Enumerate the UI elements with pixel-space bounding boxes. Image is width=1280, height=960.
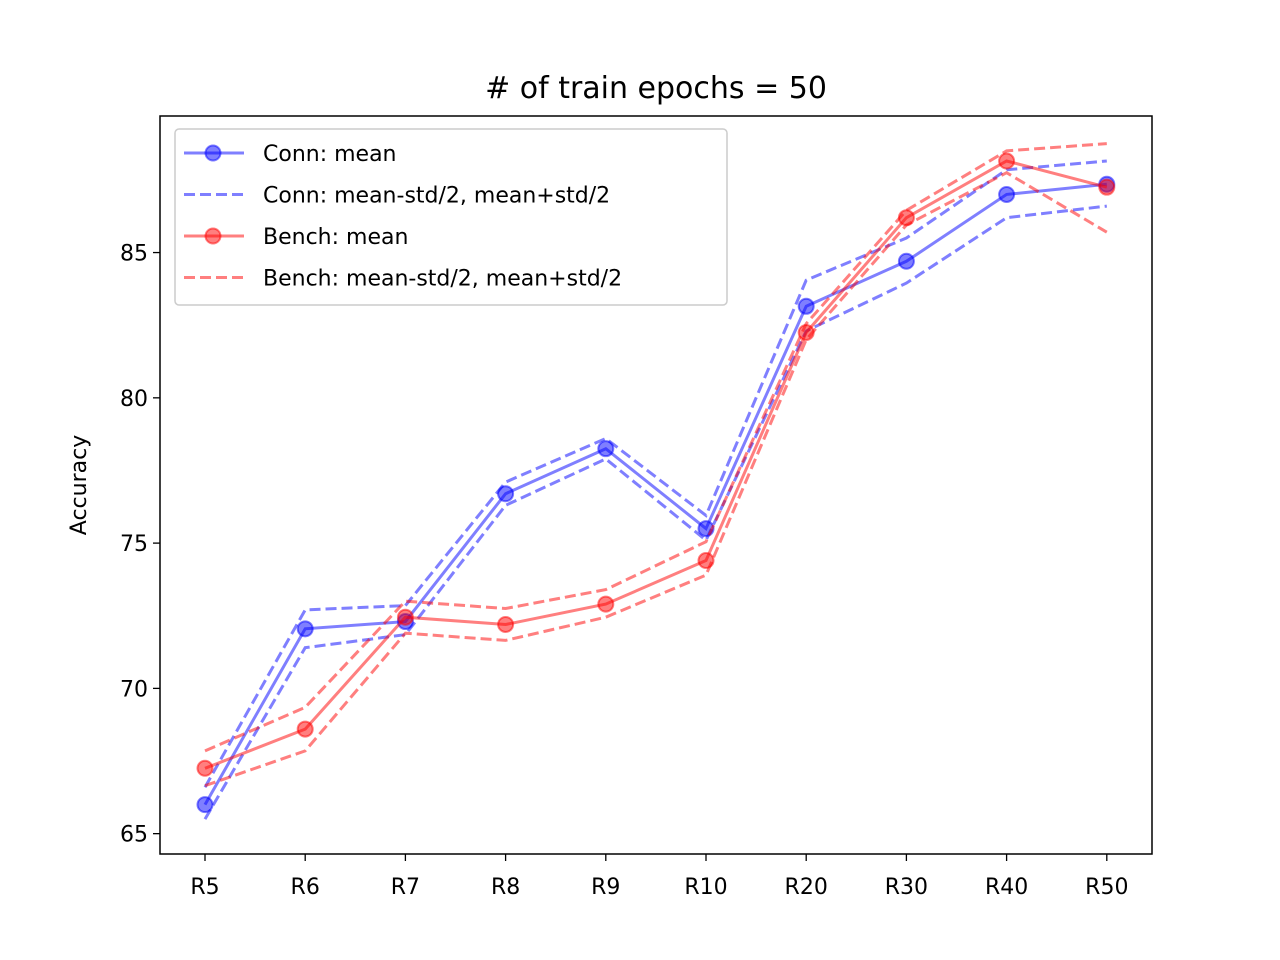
legend-entry-label: Bench: mean-std/2, mean+std/2 (263, 267, 622, 292)
bench-mean-point (597, 595, 615, 613)
legend-box (174, 128, 728, 306)
bench-mean-point (998, 152, 1016, 170)
conn-mean-point (296, 620, 314, 638)
bench-legend-marker-swatch (204, 227, 222, 245)
conn-legend-marker-swatch (204, 144, 222, 162)
bench-mean-point (497, 615, 515, 633)
x-tick-label: R30 (885, 875, 928, 900)
bench-upper-band-line (204, 142, 1107, 753)
legend-entry-label: Bench: mean (263, 225, 408, 250)
conn-mean-point (897, 252, 915, 270)
chart-title: # of train epochs = 50 (485, 71, 827, 106)
legend-entry-label: Conn: mean-std/2, mean+std/2 (263, 184, 610, 209)
conn-mean-point (597, 440, 615, 458)
bench-mean-point (396, 608, 414, 626)
x-tick-label: R20 (785, 875, 828, 900)
legend-entry-label: Conn: mean (263, 142, 397, 167)
plot-area (196, 142, 1116, 820)
x-tick-label: R40 (985, 875, 1028, 900)
x-tick-label: R10 (684, 875, 727, 900)
y-tick-label: 80 (120, 387, 148, 412)
y-tick-label: 85 (120, 242, 148, 267)
bench-mean-point (296, 720, 314, 738)
bench-mean-point (1098, 178, 1116, 196)
conn-upper-band-line (203, 159, 1107, 788)
y-tick-label: 65 (120, 823, 148, 848)
conn-mean-point (797, 297, 815, 315)
conn-lower-band-line (203, 204, 1107, 820)
y-axis-label: Accuracy (67, 435, 92, 535)
axis-ticks: R5 R6 R7 R8 R9 R10 R20 R30 R40 R50 65 70 75 80 85 (120, 242, 1128, 900)
bench-mean-line (204, 159, 1108, 770)
x-tick-label: R9 (591, 875, 620, 900)
legend: Conn: mean Conn: mean-std/2, mean+std/2 Be… (174, 128, 728, 306)
y-tick-label: 75 (120, 532, 148, 557)
plot-frame (159, 115, 1153, 855)
bench-lower-band-line (204, 170, 1108, 788)
x-tick-label: R5 (190, 875, 219, 900)
conn-mean-point (998, 185, 1016, 203)
x-tick-label: R6 (291, 875, 320, 900)
x-tick-label: R7 (391, 875, 420, 900)
y-tick-label: 70 (120, 677, 148, 702)
x-tick-label: R50 (1085, 875, 1128, 900)
bench-mean-point (196, 759, 214, 777)
x-tick-label: R8 (491, 875, 520, 900)
conn-mean-line (203, 182, 1107, 806)
